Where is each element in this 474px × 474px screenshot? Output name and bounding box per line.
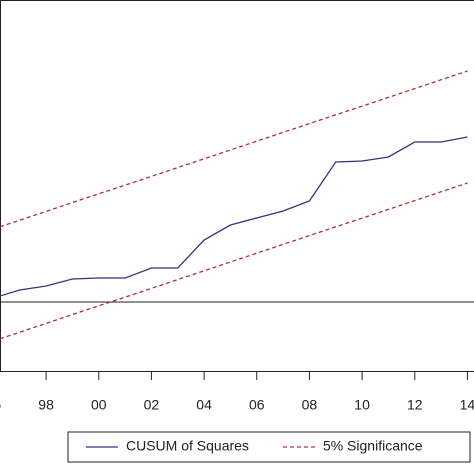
x-tick-label: 10	[354, 397, 370, 413]
x-tick-label: 06	[249, 397, 265, 413]
x-tick-label: 96	[0, 397, 1, 413]
series-line	[0, 70, 468, 228]
x-tick-label: 98	[38, 397, 54, 413]
series-line	[0, 182, 468, 340]
x-tick-label: 02	[144, 397, 160, 413]
x-tick-label: 04	[196, 397, 212, 413]
legend-label: CUSUM of Squares	[126, 438, 249, 454]
legend-label: 5% Significance	[323, 438, 423, 454]
legend-box	[67, 431, 471, 463]
series-line	[0, 136, 468, 297]
x-tick-label: 12	[407, 397, 423, 413]
x-tick-label: 08	[302, 397, 318, 413]
plot-frame	[0, 0, 474, 372]
x-tick-label: 00	[91, 397, 107, 413]
x-tick-label: 14	[460, 397, 474, 413]
